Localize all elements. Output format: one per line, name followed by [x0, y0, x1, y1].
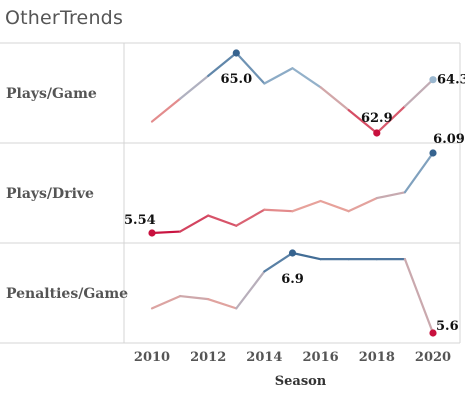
series-line-segment [150, 97, 182, 123]
chart-title: OtherTrends [5, 7, 124, 29]
series-line-segment [150, 230, 182, 235]
label-layer: 65.0 62.9 64.3 5.54 6.09 6.9 5.6 [124, 72, 465, 334]
series-line-segment [263, 67, 294, 85]
data-point[interactable] [148, 229, 156, 237]
data-label: 64.3 [437, 73, 465, 88]
series-line-segment [235, 208, 266, 227]
row-label: Plays/Drive [6, 186, 94, 202]
series-line-segment [263, 251, 294, 273]
series-line-segment [375, 191, 406, 200]
series-line-segment [403, 151, 435, 194]
series-line-segment [235, 51, 266, 85]
data-point[interactable] [429, 149, 437, 157]
x-axis-title: Season [275, 374, 327, 389]
data-label: 65.0 [220, 72, 252, 87]
data-label: 6.9 [281, 272, 304, 287]
x-tick-label: 2016 [303, 350, 339, 365]
x-tick-label: 2012 [190, 350, 226, 365]
data-label: 5.54 [124, 213, 156, 228]
data-label: 5.6 [436, 319, 459, 334]
x-tick-label: 2018 [359, 350, 395, 365]
row-label: Plays/Game [6, 86, 97, 102]
x-tick-label: 2020 [415, 350, 451, 365]
series-line-segment [375, 105, 406, 135]
series-line-segment [235, 270, 266, 310]
row-label: Penalties/Game [6, 286, 128, 302]
series-line-segment [263, 208, 294, 213]
series-line-segment [150, 294, 182, 310]
series-line-segment [319, 86, 350, 112]
data-point[interactable] [288, 249, 297, 257]
series-line-segment [403, 78, 435, 108]
series-line-segment [179, 294, 210, 301]
series-line-segment [291, 199, 322, 213]
data-point[interactable] [373, 129, 381, 137]
series-line-segment [207, 51, 238, 77]
series-line-segment [291, 251, 322, 261]
series-line-segment [179, 214, 210, 233]
series-line-segment [403, 258, 435, 335]
data-point[interactable] [429, 329, 437, 337]
data-label: 62.9 [361, 111, 393, 126]
data-label: 6.09 [433, 132, 465, 147]
series-line-segment [207, 298, 238, 310]
series-line-segment [347, 109, 378, 135]
series-line-segment [179, 74, 210, 100]
data-point[interactable] [429, 76, 437, 84]
x-tick-label: 2010 [134, 350, 170, 365]
x-tick-label: 2014 [246, 350, 282, 365]
series-line-segment [347, 196, 378, 213]
grid-layer [0, 42, 461, 344]
series-line-segment [207, 214, 238, 227]
data-point[interactable] [232, 49, 240, 57]
axis-layer: Plays/Game Plays/Drive Penalties/Game 2010 2… [6, 86, 451, 389]
line-layer [148, 49, 437, 337]
series-line-segment [319, 199, 350, 213]
series-line-segment [291, 67, 322, 89]
